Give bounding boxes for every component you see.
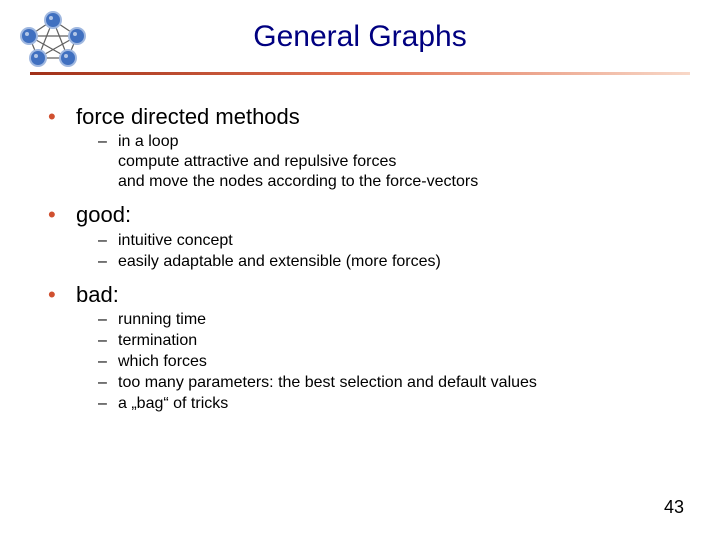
sub-text: a „bag“ of tricks — [118, 394, 228, 414]
sub-item: –termination — [98, 331, 680, 351]
dash-mark: – — [98, 232, 118, 250]
bullet-text: good: — [76, 202, 131, 228]
sub-text: too many parameters: the best selection … — [118, 373, 537, 393]
sub-item: –which forces — [98, 352, 680, 372]
sub-text: easily adaptable and extensible (more fo… — [118, 252, 441, 272]
dash-mark: – — [98, 253, 118, 271]
sub-block: –intuitive concept–easily adaptable and … — [98, 231, 680, 272]
sub-item: –too many parameters: the best selection… — [98, 373, 680, 393]
page-number: 43 — [664, 497, 684, 518]
bullet-item: •force directed methods — [48, 104, 680, 130]
sub-text: running time — [118, 310, 206, 330]
sub-text: termination — [118, 331, 197, 351]
dash-mark: – — [98, 332, 118, 350]
sub-block: –in a loopcompute attractive and repulsi… — [98, 132, 680, 192]
sub-block: –running time–termination–which forces–t… — [98, 310, 680, 414]
bullet-text: force directed methods — [76, 104, 300, 130]
bullet-mark: • — [48, 106, 76, 128]
dash-mark: – — [98, 395, 118, 413]
sub-item: –in a loopcompute attractive and repulsi… — [98, 132, 680, 192]
bullet-mark: • — [48, 284, 76, 306]
slide-title: General Graphs — [253, 20, 466, 53]
divider-rule — [30, 72, 690, 75]
slide-content: •force directed methods–in a loopcompute… — [48, 100, 680, 424]
sub-item: –running time — [98, 310, 680, 330]
sub-item: –easily adaptable and extensible (more f… — [98, 252, 680, 272]
bullet-item: •bad: — [48, 282, 680, 308]
sub-text: in a loopcompute attractive and repulsiv… — [118, 132, 478, 192]
dash-mark: – — [98, 374, 118, 392]
bullet-item: •good: — [48, 202, 680, 228]
sub-text: which forces — [118, 352, 207, 372]
dash-mark: – — [98, 133, 118, 151]
bullet-mark: • — [48, 204, 76, 226]
sub-item: –a „bag“ of tricks — [98, 394, 680, 414]
sub-item: –intuitive concept — [98, 231, 680, 251]
dash-mark: – — [98, 311, 118, 329]
bullet-text: bad: — [76, 282, 119, 308]
dash-mark: – — [98, 353, 118, 371]
sub-text: intuitive concept — [118, 231, 233, 251]
title-wrap: General Graphs — [0, 20, 720, 54]
